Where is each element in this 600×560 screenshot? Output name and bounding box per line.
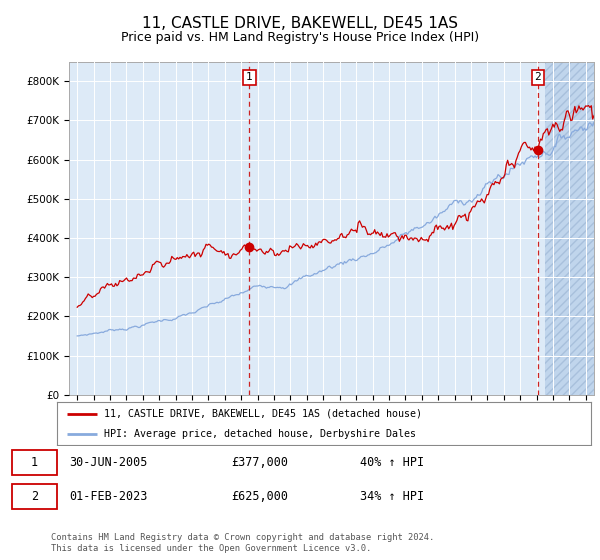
- Text: HPI: Average price, detached house, Derbyshire Dales: HPI: Average price, detached house, Derb…: [104, 430, 416, 439]
- Text: 2: 2: [535, 72, 541, 82]
- Bar: [545, 62, 600, 395]
- Text: 34% ↑ HPI: 34% ↑ HPI: [360, 490, 424, 503]
- Text: £377,000: £377,000: [231, 456, 288, 469]
- Text: 2: 2: [31, 490, 38, 503]
- Text: 40% ↑ HPI: 40% ↑ HPI: [360, 456, 424, 469]
- Text: 11, CASTLE DRIVE, BAKEWELL, DE45 1AS: 11, CASTLE DRIVE, BAKEWELL, DE45 1AS: [142, 16, 458, 31]
- Text: 1: 1: [31, 456, 38, 469]
- Text: Price paid vs. HM Land Registry's House Price Index (HPI): Price paid vs. HM Land Registry's House …: [121, 31, 479, 44]
- Text: £625,000: £625,000: [231, 490, 288, 503]
- Text: 30-JUN-2005: 30-JUN-2005: [69, 456, 148, 469]
- FancyBboxPatch shape: [12, 450, 57, 475]
- FancyBboxPatch shape: [12, 484, 57, 509]
- Text: 1: 1: [246, 72, 253, 82]
- Text: Contains HM Land Registry data © Crown copyright and database right 2024.
This d: Contains HM Land Registry data © Crown c…: [51, 533, 434, 553]
- Text: 01-FEB-2023: 01-FEB-2023: [69, 490, 148, 503]
- Text: 11, CASTLE DRIVE, BAKEWELL, DE45 1AS (detached house): 11, CASTLE DRIVE, BAKEWELL, DE45 1AS (de…: [104, 409, 422, 419]
